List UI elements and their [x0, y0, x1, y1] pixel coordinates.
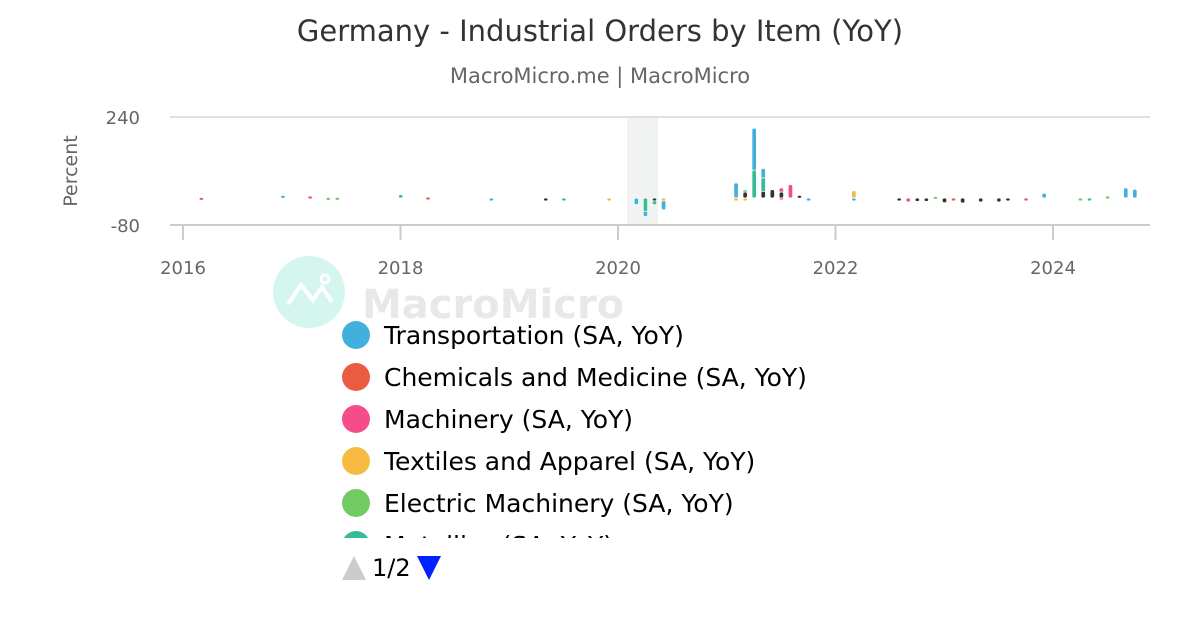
- bar: [733, 182, 739, 199]
- legend-item[interactable]: Electric Machinery (SA, YoY): [342, 482, 942, 524]
- bar: [398, 194, 404, 199]
- page-down-icon[interactable]: [416, 556, 441, 580]
- legend-label: Chemicals and Medicine (SA, YoY): [384, 362, 807, 392]
- bar: [923, 197, 930, 202]
- bar: [959, 197, 966, 204]
- legend: Transportation (SA, YoY) Chemicals and Me…: [342, 314, 942, 538]
- bar: [334, 196, 340, 201]
- legend-marker-icon: [342, 405, 370, 433]
- x-tick-label: 2016: [160, 258, 206, 279]
- bar: [851, 190, 857, 199]
- bar: [978, 197, 984, 203]
- bar: [488, 197, 495, 202]
- bar: [932, 195, 939, 200]
- x-tick-label: 2024: [1030, 258, 1076, 279]
- bar: [198, 196, 205, 201]
- legend-item[interactable]: Chemicals and Medicine (SA, YoY): [342, 356, 942, 398]
- bar: [778, 191, 785, 199]
- bar: [1104, 195, 1111, 200]
- bar: [660, 197, 667, 202]
- legend-item[interactable]: Transportation (SA, YoY): [342, 314, 942, 356]
- y-tick-label: -80: [111, 216, 140, 237]
- legend-label: Machinery (SA, YoY): [384, 404, 634, 434]
- legend-label: Transportation (SA, YoY): [384, 320, 684, 350]
- bar: [796, 194, 803, 199]
- bar: [633, 197, 640, 206]
- bar: [941, 197, 948, 204]
- legend-pager: 1/2: [342, 554, 441, 582]
- bar: [1005, 197, 1011, 202]
- bar: [325, 196, 331, 201]
- bar: [1123, 187, 1129, 199]
- bar: [651, 197, 658, 202]
- watermark-text: MacroMicro: [362, 282, 624, 328]
- watermark-logo: MacroMicro: [273, 256, 624, 328]
- bar: [760, 190, 766, 199]
- bar: [742, 191, 748, 199]
- bar: [805, 197, 812, 202]
- bar: [1023, 197, 1029, 202]
- bar: [1077, 197, 1084, 202]
- bar: [996, 197, 1002, 203]
- bar: [751, 169, 757, 199]
- legend-marker-icon: [342, 321, 370, 349]
- x-tick-label: 2018: [378, 258, 424, 279]
- bar: [543, 197, 549, 202]
- chart-subtitle: MacroMicro.me | MacroMicro: [449, 64, 751, 88]
- bar: [742, 197, 748, 202]
- bar: [1041, 192, 1047, 199]
- bar: [280, 194, 286, 199]
- legend-label: Textiles and Apparel (SA, YoY): [384, 446, 756, 476]
- y-tick-label: 240: [106, 108, 140, 129]
- bar: [561, 197, 567, 202]
- bar: [1132, 188, 1138, 199]
- legend-marker-icon: [342, 489, 370, 517]
- legend-label: Metallics (SA, YoY): [384, 531, 613, 539]
- bar: [307, 195, 313, 200]
- legend-marker-icon: [342, 531, 370, 538]
- chart-title: Germany - Industrial Orders by Item (YoY…: [296, 14, 904, 48]
- bar: [642, 197, 649, 212]
- bar: [1086, 197, 1093, 202]
- page-indicator: 1/2: [372, 554, 411, 582]
- legend-label: Electric Machinery (SA, YoY): [384, 488, 734, 518]
- recession-band: [627, 117, 659, 225]
- page-up-icon[interactable]: [342, 556, 366, 580]
- bar: [769, 189, 775, 199]
- bar: [950, 197, 957, 202]
- legend-marker-icon: [342, 363, 370, 391]
- bar: [905, 197, 911, 203]
- legend-item[interactable]: Machinery (SA, YoY): [342, 398, 942, 440]
- bar: [851, 197, 857, 202]
- legend-item[interactable]: Metallics (SA, YoY): [342, 524, 942, 538]
- y-axis-label: Percent: [60, 135, 82, 207]
- bar: [733, 197, 739, 202]
- legend-item[interactable]: Textiles and Apparel (SA, YoY): [342, 440, 942, 482]
- bar: [787, 184, 794, 199]
- legend-marker-icon: [342, 447, 370, 475]
- x-tick-label: 2020: [595, 258, 641, 279]
- x-tick-label: 2022: [813, 258, 859, 279]
- bar: [896, 197, 902, 202]
- bar: [914, 197, 920, 202]
- bar: [606, 197, 612, 202]
- bar: [425, 196, 431, 201]
